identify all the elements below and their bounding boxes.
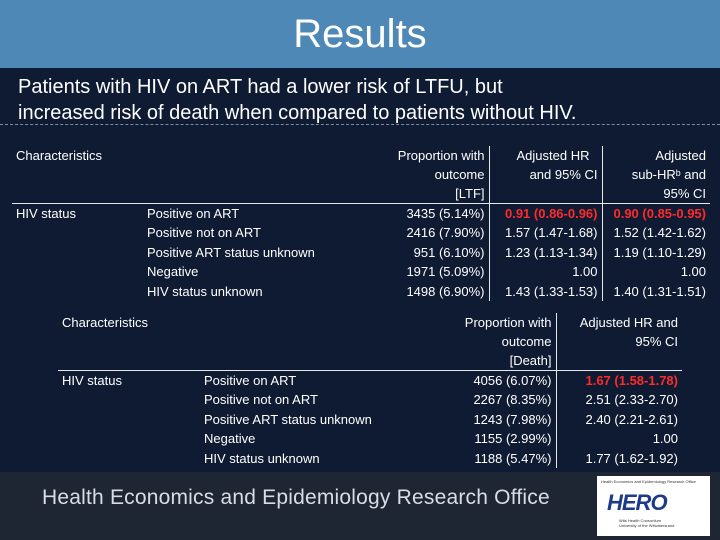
group-label: HIV status [12,203,143,224]
death-results-table: Characteristics Proportion with outcome … [58,313,682,468]
row-label: Positive ART status unknown [147,244,315,260]
proportion-cell: 1243 (7.98%) [473,411,552,427]
proportion-cell: 1498 (6.90%) [406,283,485,299]
sub-hr-cell: 1.52 (1.42-1.62) [601,223,710,243]
row-label: Positive on ART [143,203,363,224]
slide-subtitle: Patients with HIV on ART had a lower ris… [18,74,708,126]
table-row: HIV status unknown 1188 (5.47%) 1.77 (1.… [58,448,682,468]
hr-cell: 1.77 (1.62-1.92) [555,448,682,468]
proportion-cell: 1155 (2.99%) [474,431,552,447]
column-header-characteristics: Characteristics [62,315,148,330]
logo-wordmark: HERO [607,490,668,515]
proportion-cell: 1188 (5.47%) [474,450,552,466]
hr-cell: 1.00 [555,429,682,449]
sub-hr-cell: 1.19 (1.10-1.29) [601,242,710,263]
proportion-cell: 1971 (5.09%) [406,264,485,280]
table-row: Positive not on ART 2416 (7.90%) 1.57 (1… [12,223,710,243]
subtitle-line-1: Patients with HIV on ART had a lower ris… [18,76,503,98]
row-label: Positive on ART [200,370,430,391]
hr-cell: 1.67 (1.58-1.78) [555,370,682,391]
divider [0,124,720,125]
hero-logo: Health Economics and Epidemiology Resear… [597,476,710,536]
sub-hr-cell: 1.00 [601,262,710,282]
row-label: Positive not on ART [204,392,318,408]
row-label: HIV status unknown [204,450,320,466]
proportion-cell: 2267 (8.35%) [473,392,552,408]
proportion-cell: 4056 (6.07%) [430,370,556,391]
table-row: Negative 1971 (5.09%) 1.00 1.00 [12,262,710,282]
row-label: Negative [204,431,256,447]
logo-caption-top: Health Economics and Epidemiology Resear… [601,479,696,484]
proportion-cell: 951 (6.10%) [413,244,485,260]
row-label: Positive ART status unknown [204,411,372,427]
column-header-characteristics: Characteristics [16,148,102,163]
column-header-adjusted-sub-hr: Adjusted sub-HRᵇ and 95% CI [601,146,710,204]
hr-cell: 2.40 (2.21-2.61) [555,409,682,430]
proportion-cell: 2416 (7.90%) [406,225,485,241]
ltfu-results-table: Characteristics Proportion with outcome … [12,146,710,301]
table-row: Positive ART status unknown 951 (6.10%) … [12,242,710,263]
table-header-row: Characteristics Proportion with outcome … [12,146,710,204]
column-header-proportion: Proportion with outcome [Death] [464,315,552,368]
sub-hr-cell: 1.40 (1.31-1.51) [601,281,710,301]
logo-caption: Wits Health Consortium University of the… [619,518,675,528]
table-row: Positive not on ART 2267 (8.35%) 2.51 (2… [58,390,682,410]
table-row: Positive ART status unknown 1243 (7.98%)… [58,409,682,430]
column-header-adjusted-hr: Adjusted HR and 95% CI [488,146,602,204]
table-row: Negative 1155 (2.99%) 1.00 [58,429,682,449]
title-bar: Results [0,0,720,68]
subtitle-line-2: increased risk of death when compared to… [18,102,577,124]
hr-cell: 1.23 (1.13-1.34) [488,242,602,263]
hr-cell: 1.00 [488,262,602,282]
group-label: HIV status [58,370,200,391]
footer-bar: Health Economics and Epidemiology Resear… [0,472,720,540]
table-row: HIV status Positive on ART 3435 (5.14%) … [12,203,710,224]
sub-hr-cell: 0.90 (0.85-0.95) [601,203,710,224]
column-header-proportion: Proportion with outcome [LTF] [397,148,485,201]
row-label: HIV status unknown [147,283,263,299]
org-name: Health Economics and Epidemiology Resear… [42,486,550,509]
table-header-row: Characteristics Proportion with outcome … [58,313,682,371]
slide-title: Results [293,12,427,56]
row-label: Negative [147,264,199,280]
table-row: HIV status Positive on ART 4056 (6.07%) … [58,370,682,391]
column-header-adjusted-hr: Adjusted HR and 95% CI [555,313,682,371]
hr-cell: 2.51 (2.33-2.70) [555,390,682,410]
hr-cell: 1.57 (1.47-1.68) [488,223,602,243]
proportion-cell: 3435 (5.14%) [363,203,489,224]
hr-cell: 0.91 (0.86-0.96) [488,203,602,224]
table-row: HIV status unknown 1498 (6.90%) 1.43 (1.… [12,281,710,301]
row-label: Positive not on ART [147,225,261,241]
hr-cell: 1.43 (1.33-1.53) [488,281,602,301]
